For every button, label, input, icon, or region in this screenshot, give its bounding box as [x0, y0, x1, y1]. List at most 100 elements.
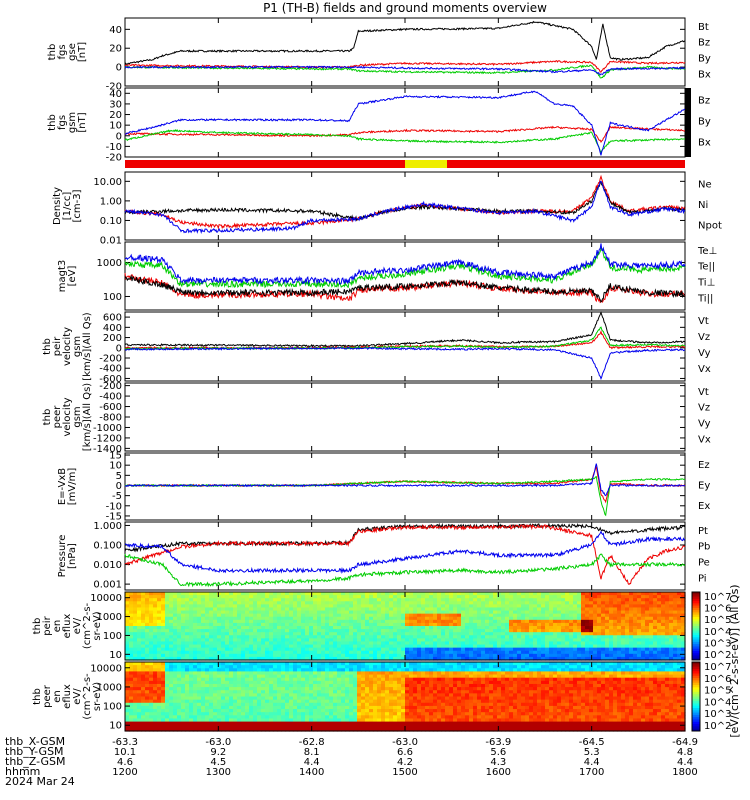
heatmap-cell — [253, 647, 258, 652]
heatmap-cell — [305, 680, 310, 685]
heatmap-cell — [677, 595, 682, 599]
heatmap-cell — [241, 598, 246, 602]
heatmap-cell — [173, 687, 178, 691]
heatmap-cell — [361, 677, 366, 682]
heatmap-cell — [625, 632, 630, 636]
ytick-label: 10 — [109, 461, 122, 472]
heatmap-cell — [353, 696, 358, 701]
heatmap-cell — [345, 610, 350, 615]
heatmap-cell — [209, 595, 214, 599]
heatmap-cell — [237, 622, 242, 627]
heatmap-cell — [373, 715, 378, 720]
heatmap-cell — [369, 656, 374, 661]
heatmap-cell — [473, 598, 478, 602]
heatmap-cell — [377, 604, 382, 609]
heatmap-cell — [669, 595, 674, 599]
heatmap-cell — [253, 712, 258, 716]
heatmap-cell — [265, 690, 270, 694]
heatmap-cell — [209, 638, 214, 643]
heatmap-cell — [249, 598, 254, 602]
heatmap-cell — [305, 687, 310, 691]
heatmap-cell — [389, 595, 394, 599]
heatmap-cell — [357, 610, 362, 615]
heatmap-cell — [513, 595, 518, 599]
heatmap-cell — [657, 632, 662, 636]
heatmap-cell — [161, 641, 166, 646]
heatmap-cell — [225, 619, 230, 624]
heatmap-cell — [597, 601, 602, 605]
heatmap-cell — [649, 629, 654, 633]
heatmap-cell — [413, 610, 418, 615]
heatmap-cell — [133, 595, 138, 599]
heatmap-cell — [329, 687, 334, 691]
heatmap-cell — [237, 680, 242, 685]
heatmap-cell — [133, 626, 138, 630]
heatmap-cell — [225, 668, 230, 673]
heatmap-cell — [265, 644, 270, 649]
heatmap-cell — [589, 607, 594, 612]
heatmap-cell — [189, 653, 194, 658]
heatmap-cell — [585, 601, 590, 605]
heatmap-cell — [537, 635, 542, 639]
heatmap-cell — [401, 647, 406, 652]
heatmap-cell — [181, 647, 186, 652]
heatmap-cell — [273, 635, 278, 639]
heatmap-cell — [609, 644, 614, 649]
heatmap-cell — [317, 656, 322, 661]
heatmap-cell — [177, 641, 182, 646]
heatmap-cell — [189, 616, 194, 621]
heatmap-cell — [617, 613, 622, 618]
colorbar-label: 10^6 — [704, 604, 731, 615]
heatmap-cell — [205, 638, 210, 643]
heatmap-cell — [313, 598, 318, 602]
heatmap-cell — [345, 604, 350, 609]
heatmap-cell — [533, 629, 538, 633]
heatmap-cell — [349, 650, 354, 655]
heatmap-cell — [213, 709, 218, 713]
heatmap-cell — [433, 613, 438, 618]
heatmap-cell — [241, 592, 246, 596]
heatmap-cell — [389, 671, 394, 676]
heatmap-cell — [129, 601, 134, 605]
heatmap-cell — [181, 622, 186, 627]
heatmap-cell — [601, 616, 606, 621]
heatmap-cell — [309, 709, 314, 713]
heatmap-cell — [229, 607, 234, 612]
heatmap-cell — [385, 641, 390, 646]
heatmap-cell — [129, 629, 134, 633]
heatmap-cell — [321, 724, 326, 729]
heatmap-cell — [425, 629, 430, 633]
heatmap-cell — [209, 653, 214, 658]
heatmap-cell — [281, 715, 286, 720]
heatmap-cell — [365, 632, 370, 636]
heatmap-cell — [557, 613, 562, 618]
heatmap-cell — [341, 616, 346, 621]
heatmap-cell — [421, 650, 426, 655]
heatmap-cell — [201, 671, 206, 676]
heatmap-cell — [373, 721, 378, 726]
heatmap-cell — [353, 718, 358, 723]
heatmap-cell — [665, 629, 670, 633]
heatmap-cell — [569, 647, 574, 652]
heatmap-cell — [529, 592, 534, 596]
heatmap-cell — [217, 712, 222, 716]
heatmap-cell — [665, 595, 670, 599]
heatmap-cell — [285, 683, 290, 688]
heatmap-cell — [537, 595, 542, 599]
heatmap-cell — [509, 622, 514, 627]
heatmap-cell — [533, 604, 538, 609]
heatmap-cell — [657, 622, 662, 627]
heatmap-cell — [341, 601, 346, 605]
heatmap-cell — [373, 613, 378, 618]
heatmap-cell — [665, 647, 670, 652]
colorbar-cell — [692, 650, 700, 654]
heatmap-cell — [669, 607, 674, 612]
heatmap-cell — [237, 693, 242, 698]
heatmap-cell — [285, 644, 290, 649]
heatmap-cell — [633, 644, 638, 649]
heatmap-cell — [277, 592, 282, 596]
heatmap-cell — [161, 709, 166, 713]
heatmap-cell — [357, 626, 362, 630]
heatmap-cell — [573, 601, 578, 605]
heatmap-cell — [465, 638, 470, 643]
